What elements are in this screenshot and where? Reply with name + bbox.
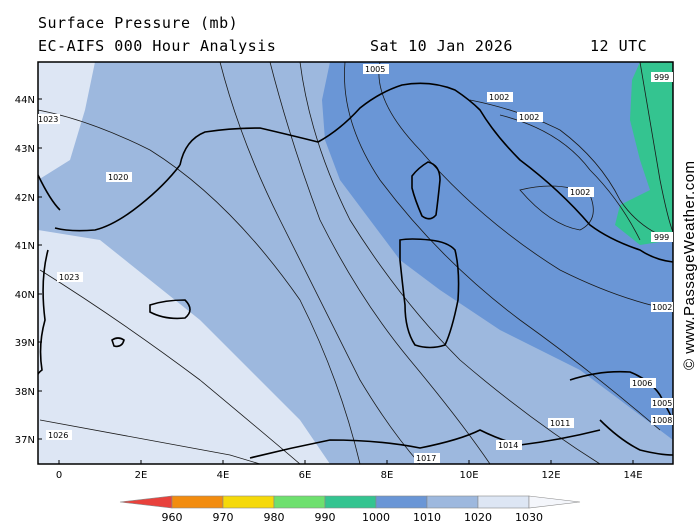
lat-label: 42N xyxy=(15,193,35,204)
isobar-label: 1020 xyxy=(106,172,132,182)
legend-value: 990 xyxy=(315,511,336,524)
isobar-value: 1002 xyxy=(652,303,672,312)
isobar-label: 1026 xyxy=(46,430,72,440)
model-run-label: EC-AIFS 000 Hour Analysis xyxy=(38,37,277,55)
isobar-label: 999 xyxy=(651,72,673,82)
isobar-lines xyxy=(38,62,673,464)
legend-swatch-990 xyxy=(273,495,326,509)
latitude-labels: 44N 43N 42N 41N 40N 39N 38N 37N xyxy=(15,95,35,446)
band-1000-1010 xyxy=(322,62,673,440)
isobar-value: 1006 xyxy=(632,379,652,388)
isobar-label: 1014 xyxy=(496,440,522,450)
isobar-label: 1002 xyxy=(517,112,543,122)
isobar-label: 1008 xyxy=(651,415,673,425)
lon-label: 14E xyxy=(623,470,642,481)
isobar-label: 1023 xyxy=(38,114,60,124)
legend-value: 1010 xyxy=(413,511,441,524)
pressure-fill-layer xyxy=(38,62,673,464)
lat-label: 41N xyxy=(15,241,35,252)
isobar-value: 1002 xyxy=(570,188,590,197)
isobar-value: 999 xyxy=(654,233,669,242)
isobar-value: 1011 xyxy=(550,419,570,428)
lon-label: 4E xyxy=(217,470,230,481)
lon-label: 8E xyxy=(381,470,394,481)
isobar-label: 1023 xyxy=(57,272,83,282)
lon-label: 0 xyxy=(56,470,62,481)
legend-value: 1030 xyxy=(515,511,543,524)
isobar-label: 1005 xyxy=(363,64,389,74)
isobar-value: 999 xyxy=(654,73,669,82)
valid-date: Sat 10 Jan 2026 xyxy=(370,37,513,55)
isobar-label: 1005 xyxy=(651,398,673,408)
legend-swatch-970 xyxy=(171,495,224,509)
legend-arrow-right xyxy=(528,495,581,509)
isobar-label: 1002 xyxy=(568,187,594,197)
isobar-value: 1005 xyxy=(652,399,672,408)
lon-label: 2E xyxy=(135,470,148,481)
legend-swatch-980 xyxy=(222,495,275,509)
isobar-value: 1017 xyxy=(416,454,436,463)
isobar-value: 1026 xyxy=(48,431,68,440)
lat-label: 39N xyxy=(15,338,35,349)
longitude-labels: 0 2E 4E 6E 8E 10E 12E 14E xyxy=(56,470,643,481)
legend-value: 970 xyxy=(213,511,234,524)
legend-value: 1020 xyxy=(464,511,492,524)
isobar-value: 1014 xyxy=(498,441,518,450)
isobar-value: 1005 xyxy=(365,65,385,74)
legend-swatch-1010 xyxy=(375,495,428,509)
lon-label: 6E xyxy=(299,470,312,481)
lon-label: 10E xyxy=(459,470,478,481)
isobar-label: 1006 xyxy=(630,378,656,388)
lat-label: 40N xyxy=(15,290,35,301)
band-990-1000 xyxy=(615,62,673,245)
valid-time: 12 UTC xyxy=(590,37,648,55)
legend-value: 960 xyxy=(162,511,183,524)
pressure-legend: 960 970 980 990 1000 1010 1020 1030 xyxy=(119,495,581,524)
isobar-label: 1017 xyxy=(414,453,440,463)
lat-label: 43N xyxy=(15,144,35,155)
isobar-value: 1002 xyxy=(519,113,539,122)
isobar-label: 999 xyxy=(651,232,673,242)
legend-swatch-1000 xyxy=(324,495,377,509)
map-frame xyxy=(37,61,674,465)
isobar-value: 1023 xyxy=(59,273,79,282)
site-credit: © www.PassageWeather.com xyxy=(681,160,698,370)
isobar-label: 1002 xyxy=(651,302,673,312)
lat-label: 44N xyxy=(15,95,35,106)
isobar-label: 1002 xyxy=(487,92,513,102)
legend-swatch-1030 xyxy=(477,495,530,509)
map-title: Surface Pressure (mb) xyxy=(38,14,239,32)
legend-swatch-1020 xyxy=(426,495,479,509)
legend-value: 980 xyxy=(264,511,285,524)
lat-label: 38N xyxy=(15,387,35,398)
isobar-value: 1020 xyxy=(108,173,128,182)
lat-label: 37N xyxy=(15,435,35,446)
isobar-labels: 1005 1002 1002 1002 999 999 1002 1006 10… xyxy=(38,64,673,463)
isobar-value: 1023 xyxy=(38,115,58,124)
isobar-label: 1011 xyxy=(548,418,574,428)
legend-labels: 960 970 980 990 1000 1010 1020 1030 xyxy=(162,511,544,524)
legend-arrow-left xyxy=(119,495,173,509)
isobar-value: 1002 xyxy=(489,93,509,102)
isobar-value: 1008 xyxy=(652,416,672,425)
legend-value: 1000 xyxy=(362,511,390,524)
lon-label: 12E xyxy=(541,470,560,481)
